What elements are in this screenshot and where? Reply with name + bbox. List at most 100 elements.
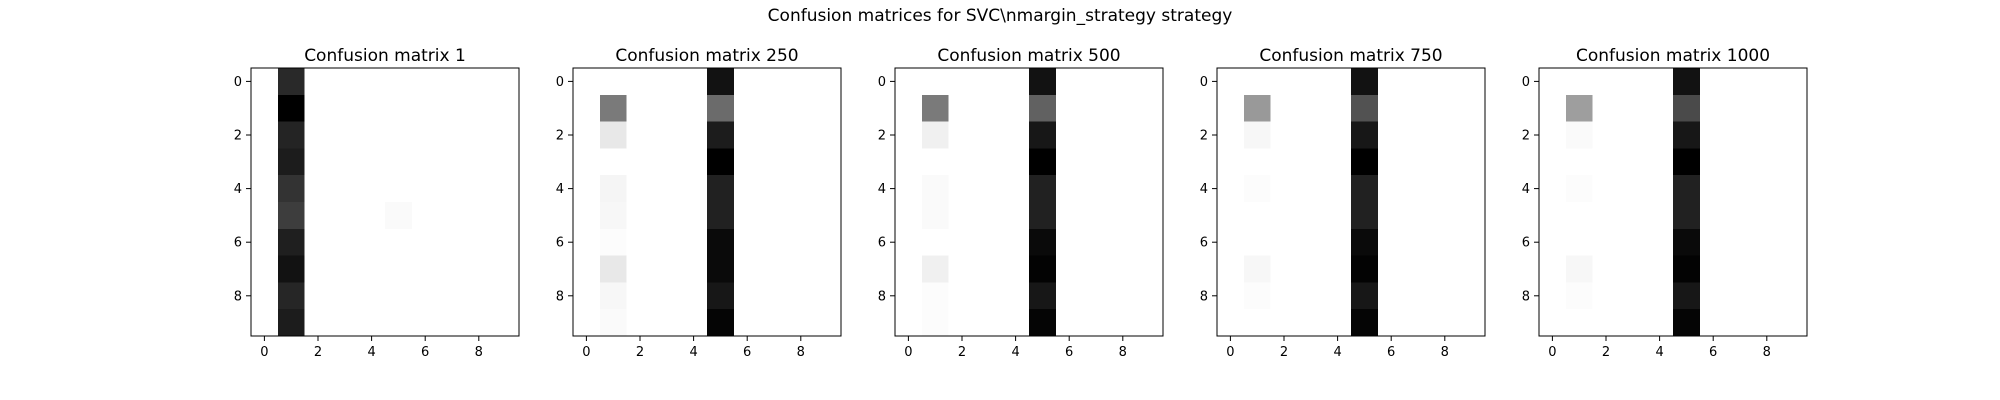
heatmap-cell [1217, 121, 1245, 149]
confusion-matrix-panel: Confusion matrix 1000 0 2 4 6 8 0 2 4 6 8 [1522, 46, 1808, 360]
confusion-matrix-panel: Confusion matrix 250 0 2 4 6 8 0 2 4 6 8 [556, 46, 842, 360]
heatmap-cell [814, 94, 842, 122]
heatmap-cell [760, 202, 788, 230]
heatmap-cell [1646, 228, 1674, 256]
heatmap-cell [921, 121, 949, 149]
heatmap-cell [680, 255, 708, 283]
heatmap-cell [1458, 148, 1486, 176]
heatmap-cell [251, 228, 279, 256]
heatmap-cell [895, 255, 923, 283]
heatmap-cell [573, 228, 601, 256]
heatmap-cell [1109, 309, 1137, 337]
heatmap-cell [975, 94, 1003, 122]
heatmap-cell [1002, 282, 1030, 310]
heatmap-cell [1324, 148, 1352, 176]
heatmap-cell [1565, 228, 1593, 256]
x-tick-label: 6 [1065, 345, 1073, 360]
heatmap-cell [921, 255, 949, 283]
x-tick-label: 2 [1602, 345, 1610, 360]
heatmap-cell [358, 68, 386, 96]
confusion-matrix-panel: Confusion matrix 500 0 2 4 6 8 0 2 4 6 8 [878, 46, 1164, 360]
heatmap-cell [1297, 68, 1325, 96]
heatmap-cell [492, 121, 520, 149]
y-tick-label: 8 [878, 289, 886, 304]
heatmap-cell [1753, 282, 1781, 310]
heatmap-cell [733, 228, 761, 256]
heatmap-cell [1270, 255, 1298, 283]
heatmap-cell [1431, 228, 1459, 256]
heatmap-cell [1673, 255, 1701, 283]
y-tick-label: 6 [1200, 236, 1208, 251]
x-tick-label: 4 [367, 345, 375, 360]
heatmap-cell [411, 175, 439, 203]
heatmap-cell [948, 228, 976, 256]
figure-title: Confusion matrices for SVC\nmargin_strat… [768, 6, 1233, 26]
heatmap-cell [1726, 309, 1754, 337]
heatmap-cell [1646, 309, 1674, 337]
heatmap-cell [948, 202, 976, 230]
heatmap-cell [1726, 121, 1754, 149]
heatmap-cell [438, 309, 466, 337]
confusion-matrix-panel: Confusion matrix 750 0 2 4 6 8 0 2 4 6 8 [1200, 46, 1486, 360]
heatmap-cell [787, 148, 815, 176]
heatmap-cell [680, 175, 708, 203]
y-tick-label: 8 [234, 289, 242, 304]
heatmap-cell [653, 282, 681, 310]
heatmap-cell [1619, 68, 1647, 96]
heatmap-cell [1565, 175, 1593, 203]
heatmap-cell [1002, 228, 1030, 256]
x-tick-label: 0 [904, 345, 912, 360]
heatmap-cell [1055, 94, 1083, 122]
heatmap-cell [1377, 282, 1405, 310]
heatmap-cell [599, 228, 627, 256]
heatmap-cell [411, 202, 439, 230]
heatmap-cell [1646, 255, 1674, 283]
heatmap-cell [626, 255, 654, 283]
heatmap-cell [1136, 148, 1164, 176]
y-tick-label: 4 [234, 182, 242, 197]
heatmap-cell [438, 94, 466, 122]
y-tick-label: 0 [234, 75, 242, 90]
heatmap-cell [1753, 68, 1781, 96]
heatmap-cell [1270, 202, 1298, 230]
heatmap-cell [411, 282, 439, 310]
heatmap-cell [277, 309, 305, 337]
heatmap-cell [1404, 121, 1432, 149]
heatmap-cell [1673, 175, 1701, 203]
heatmap-cell [573, 202, 601, 230]
heatmap-cell [760, 255, 788, 283]
heatmap-cell [331, 148, 359, 176]
heatmap-cell [760, 68, 788, 96]
heatmap-cell [1297, 202, 1325, 230]
y-tick-label: 0 [1522, 75, 1530, 90]
heatmap-cell [1243, 68, 1271, 96]
heatmap-cell [1780, 94, 1808, 122]
x-tick-label: 0 [260, 345, 268, 360]
heatmap-cell [814, 175, 842, 203]
heatmap-cell [1458, 255, 1486, 283]
heatmap-cell [1431, 148, 1459, 176]
heatmap-cell [948, 255, 976, 283]
x-tick-label: 2 [314, 345, 322, 360]
heatmap-cell [385, 202, 413, 230]
heatmap-cell [492, 175, 520, 203]
heatmap-cell [304, 282, 332, 310]
heatmap-cell [1351, 148, 1379, 176]
heatmap-cell [438, 228, 466, 256]
heatmap-cell [626, 121, 654, 149]
heatmap-cell [680, 68, 708, 96]
heatmap-cell [1646, 148, 1674, 176]
heatmap-cell [251, 309, 279, 337]
heatmap-cell [465, 68, 493, 96]
heatmap-cell [1780, 309, 1808, 337]
heatmap-cell [599, 175, 627, 203]
heatmap-cell [1539, 94, 1567, 122]
heatmap-cell [385, 255, 413, 283]
heatmap-cell [1055, 202, 1083, 230]
heatmap-cell [438, 202, 466, 230]
heatmap-cell [1619, 309, 1647, 337]
heatmap-cell [1619, 282, 1647, 310]
y-tick-label: 8 [556, 289, 564, 304]
heatmap-cell [1458, 282, 1486, 310]
heatmap-cell [948, 121, 976, 149]
